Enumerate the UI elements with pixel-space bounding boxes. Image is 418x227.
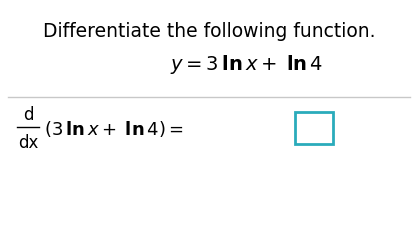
FancyBboxPatch shape bbox=[295, 112, 333, 144]
Text: $y = 3\,\mathbf{ln}\,x +\;\mathbf{ln}\,4$: $y = 3\,\mathbf{ln}\,x +\;\mathbf{ln}\,4… bbox=[170, 52, 323, 76]
Text: $(3\,\mathbf{ln}\,x +\;\mathbf{ln}\,4) =$: $(3\,\mathbf{ln}\,x +\;\mathbf{ln}\,4) =… bbox=[44, 119, 184, 139]
Text: d: d bbox=[23, 106, 33, 124]
Text: dx: dx bbox=[18, 134, 38, 152]
Text: Differentiate the following function.: Differentiate the following function. bbox=[43, 22, 375, 41]
